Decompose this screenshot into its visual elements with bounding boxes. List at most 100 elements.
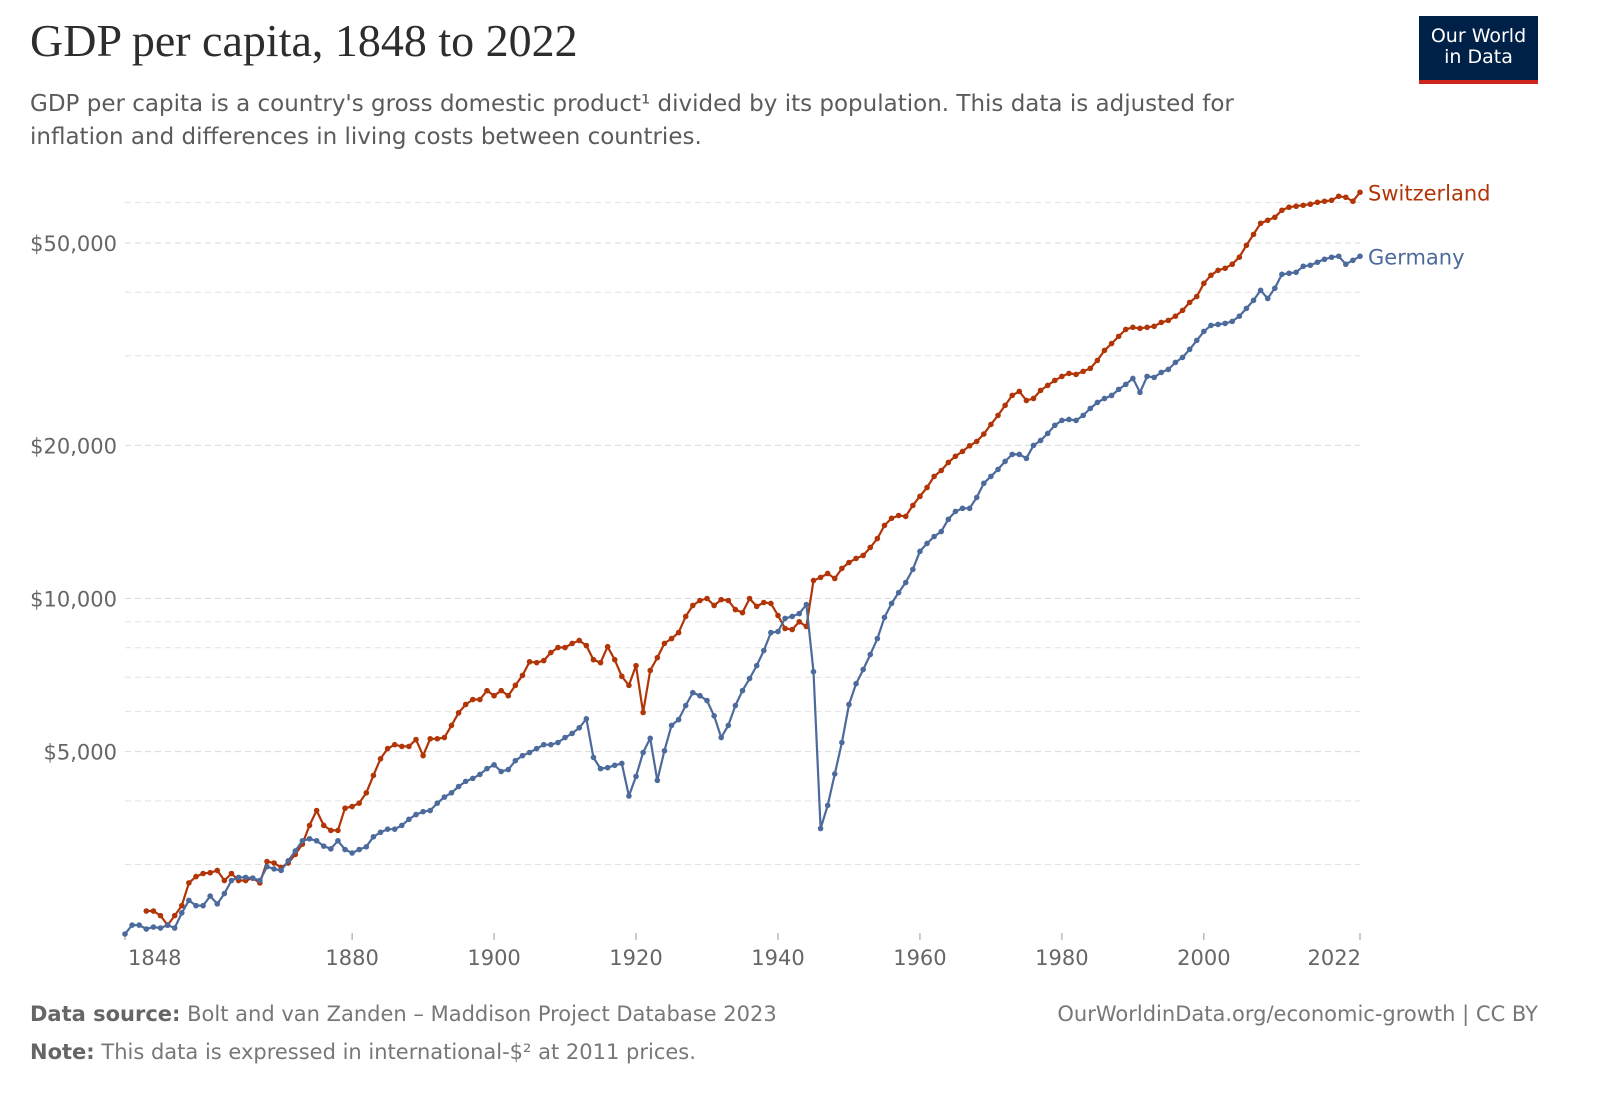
data-point: [831, 771, 838, 777]
data-point: [604, 643, 611, 650]
data-point: [732, 606, 739, 613]
data-point: [690, 602, 696, 609]
data-point: [1186, 346, 1193, 353]
data-point: [1264, 295, 1271, 302]
data-point: [817, 574, 824, 581]
data-point: [1314, 199, 1321, 206]
data-point: [143, 926, 150, 932]
data-point: [271, 866, 277, 872]
data-point: [441, 734, 448, 741]
data-point: [320, 843, 327, 849]
note-label: Note:: [30, 1040, 95, 1064]
data-point: [1172, 359, 1179, 366]
data-point: [1229, 318, 1236, 325]
logo[interactable]: Our World in Data: [1419, 16, 1538, 84]
data-point: [867, 651, 874, 658]
data-point: [342, 805, 348, 812]
data-point: [675, 716, 682, 723]
data-point: [945, 516, 952, 523]
data-point: [590, 656, 597, 663]
data-point: [533, 745, 540, 752]
data-point: [406, 743, 412, 750]
data-point: [824, 802, 831, 809]
data-point: [619, 673, 625, 680]
logo-text: Our World: [1430, 25, 1527, 47]
data-point: [853, 680, 859, 687]
data-point: [143, 908, 150, 914]
data-point: [597, 765, 604, 772]
data-point: [846, 701, 852, 708]
data-point: [633, 773, 639, 780]
data-point: [1208, 322, 1214, 329]
y-tick-label: $5,000: [44, 741, 117, 765]
data-point: [1115, 333, 1122, 340]
data-point: [874, 535, 881, 542]
data-point: [555, 739, 561, 746]
data-point: [569, 640, 575, 647]
data-point: [271, 860, 277, 866]
source-line: Data source: Bolt and van Zanden – Maddi…: [30, 1002, 777, 1026]
data-point: [1037, 387, 1044, 394]
data-point: [853, 555, 859, 562]
data-point: [1286, 270, 1292, 277]
data-point: [1201, 328, 1207, 335]
data-point: [902, 579, 909, 586]
data-point: [193, 902, 199, 909]
logo-text: in Data: [1444, 46, 1513, 68]
data-point: [583, 716, 590, 722]
data-point: [320, 822, 327, 829]
data-point: [782, 615, 788, 622]
data-point: [661, 640, 668, 647]
data-point: [1250, 231, 1257, 238]
data-point: [214, 901, 221, 907]
data-point: [789, 613, 795, 620]
data-point: [1222, 265, 1228, 272]
data-point: [796, 618, 803, 625]
series-line: [146, 191, 1361, 927]
data-point: [1314, 259, 1321, 266]
data-point: [285, 858, 292, 864]
data-point: [1115, 386, 1122, 393]
data-point: [725, 597, 732, 604]
data-point: [377, 756, 384, 762]
data-point: [647, 667, 654, 674]
data-point: [810, 577, 817, 584]
data-point: [810, 668, 817, 675]
data-point: [526, 749, 533, 756]
data-point: [1328, 254, 1335, 261]
data-point: [441, 794, 448, 800]
data-point: [1165, 317, 1172, 324]
data-point: [1108, 392, 1115, 399]
data-point: [399, 822, 405, 829]
data-point: [626, 682, 632, 689]
data-point: [1236, 313, 1243, 320]
data-point: [1172, 313, 1179, 320]
data-point: [831, 575, 838, 582]
data-point: [917, 493, 923, 500]
data-point: [874, 635, 881, 642]
data-point: [1222, 320, 1228, 327]
data-point: [647, 735, 654, 742]
credit[interactable]: OurWorldinData.org/economic-growth | CC …: [1057, 1002, 1538, 1026]
x-tick-label: 1920: [609, 946, 662, 970]
data-point: [1357, 253, 1363, 260]
data-point: [434, 800, 441, 806]
data-point: [171, 912, 178, 919]
data-point: [455, 783, 462, 790]
data-point: [491, 762, 497, 768]
data-point: [1243, 242, 1250, 249]
data-point: [597, 659, 604, 666]
data-point: [846, 559, 852, 566]
data-point: [420, 808, 426, 815]
data-point: [1250, 297, 1257, 304]
data-point: [611, 762, 618, 769]
chart-title: GDP per capita, 1848 to 2022: [30, 15, 578, 66]
data-point: [604, 764, 611, 771]
data-point: [867, 544, 874, 551]
data-point: [1335, 193, 1342, 200]
x-tick-label: 1980: [1035, 946, 1088, 970]
data-point: [1229, 261, 1236, 268]
data-point: [1087, 365, 1094, 372]
data-point: [363, 843, 370, 850]
data-point: [966, 443, 973, 449]
